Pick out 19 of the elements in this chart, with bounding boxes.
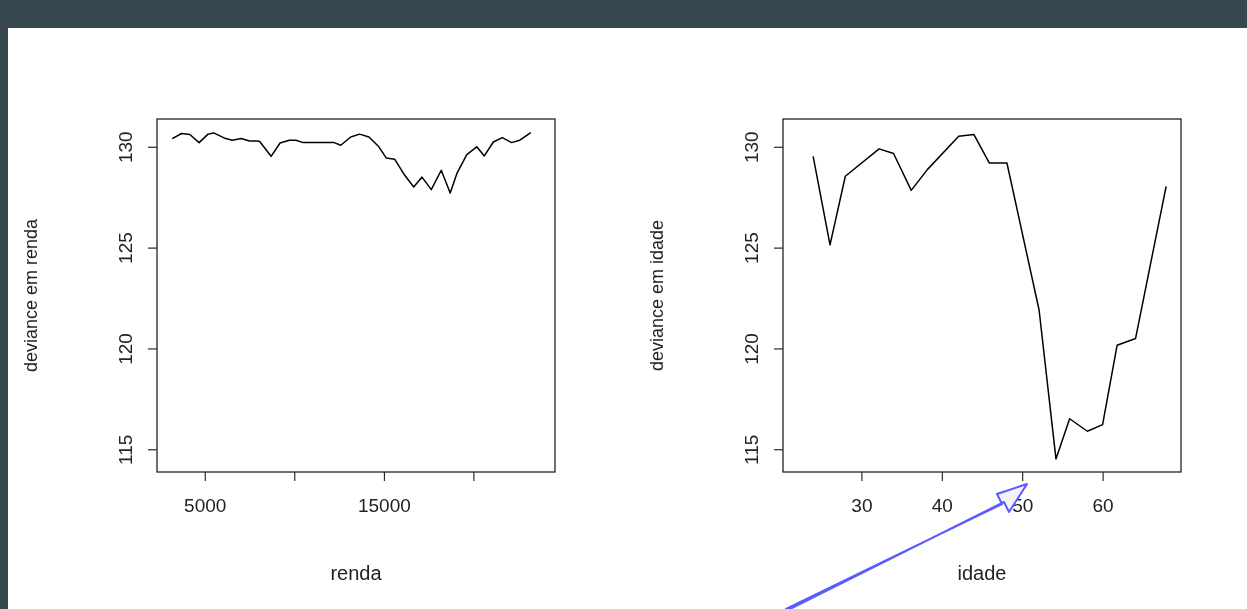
y-axis-title: deviance em idade xyxy=(647,219,667,372)
y-tick-label: 115 xyxy=(115,434,137,465)
y-tick-label: 130 xyxy=(741,131,763,164)
x-tick-label: 40 xyxy=(931,495,953,517)
x-tick-label: 15000 xyxy=(357,495,411,517)
x-tick-label: 5000 xyxy=(184,495,227,517)
y-tick-label: 130 xyxy=(115,131,137,164)
line-series xyxy=(812,133,1167,460)
y-tick-label: 120 xyxy=(741,333,763,365)
y-tick-label: 125 xyxy=(115,232,137,264)
y-tick-label: 115 xyxy=(741,434,763,465)
y-axis-title: deviance em renda xyxy=(21,217,41,373)
x-axis-title: renda xyxy=(330,562,383,584)
x-axis-title: idade xyxy=(957,562,1007,584)
x-tick-label: 30 xyxy=(851,495,873,517)
y-tick-label: 120 xyxy=(115,333,137,365)
line-series xyxy=(171,131,532,194)
y-tick-label: 125 xyxy=(741,232,763,264)
x-tick-label: 60 xyxy=(1092,495,1114,517)
